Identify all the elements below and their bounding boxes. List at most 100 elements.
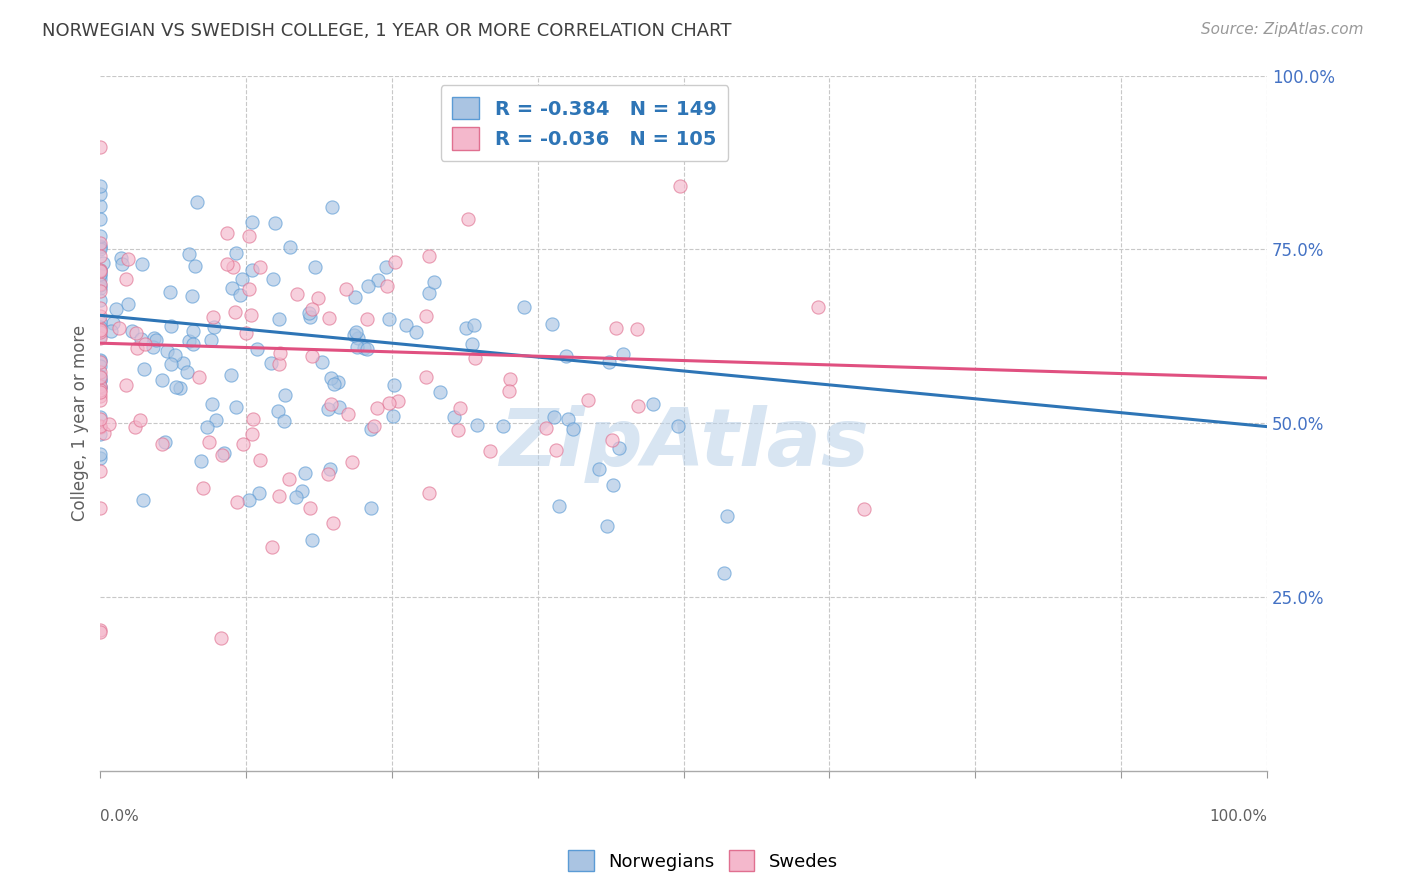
Point [285, 287, 308, 301]
Point [89, 623, 111, 637]
Point [89, 410, 111, 425]
Point [260, 540, 283, 554]
Text: Source: ZipAtlas.com: Source: ZipAtlas.com [1201, 22, 1364, 37]
Point [231, 271, 253, 285]
Point [89, 389, 111, 403]
Point [328, 400, 350, 414]
Point [548, 499, 571, 513]
Point [183, 259, 205, 273]
Point [127, 342, 149, 356]
Point [176, 365, 198, 379]
Point [242, 262, 264, 277]
Point [89, 326, 111, 340]
Point [278, 472, 301, 486]
Point [418, 249, 440, 263]
Point [238, 492, 260, 507]
Point [249, 453, 271, 467]
Point [598, 355, 620, 369]
Point [198, 434, 221, 449]
Point [498, 384, 520, 398]
Point [193, 481, 215, 495]
Point [307, 292, 329, 306]
Text: 100.0%: 100.0% [1209, 809, 1267, 824]
Point [229, 288, 252, 302]
Point [117, 297, 139, 311]
Point [447, 423, 470, 437]
Point [301, 302, 323, 317]
Point [316, 402, 339, 417]
Point [415, 370, 437, 384]
Point [115, 378, 138, 392]
Point [110, 251, 132, 265]
Point [131, 257, 153, 271]
Point [89, 329, 111, 343]
Point [215, 257, 238, 271]
Point [145, 334, 167, 348]
Point [153, 435, 176, 450]
Point [121, 324, 143, 338]
Point [384, 254, 406, 268]
Point [713, 566, 735, 580]
Point [181, 337, 204, 351]
Point [89, 284, 111, 298]
Point [627, 399, 650, 413]
Point [335, 282, 357, 296]
Point [246, 343, 269, 357]
Point [89, 380, 111, 394]
Point [187, 369, 209, 384]
Point [405, 325, 427, 339]
Point [202, 319, 225, 334]
Point [269, 312, 291, 326]
Point [360, 500, 382, 515]
Point [343, 290, 366, 304]
Point [132, 362, 155, 376]
Point [165, 380, 187, 394]
Point [89, 354, 111, 368]
Point [294, 466, 316, 480]
Point [89, 249, 111, 263]
Point [224, 304, 246, 318]
Point [89, 419, 111, 434]
Point [89, 331, 111, 345]
Point [89, 447, 111, 461]
Point [89, 393, 111, 408]
Point [479, 444, 502, 458]
Point [89, 240, 111, 254]
Point [240, 309, 263, 323]
Point [226, 495, 249, 509]
Point [360, 422, 382, 436]
Point [89, 211, 111, 226]
Point [93, 425, 115, 440]
Point [89, 268, 111, 282]
Point [89, 264, 111, 278]
Point [626, 322, 648, 336]
Point [221, 260, 243, 274]
Point [274, 387, 297, 401]
Point [299, 500, 322, 515]
Point [321, 397, 343, 411]
Point [322, 516, 344, 530]
Point [89, 301, 111, 316]
Point [89, 278, 111, 293]
Point [101, 317, 124, 331]
Point [247, 485, 270, 500]
Point [363, 419, 385, 434]
Point [89, 277, 111, 291]
Point [588, 462, 610, 476]
Point [240, 426, 263, 441]
Point [291, 483, 314, 498]
Text: ZipAtlas: ZipAtlas [499, 405, 869, 483]
Point [301, 533, 323, 548]
Point [89, 140, 111, 154]
Point [321, 200, 343, 214]
Point [212, 446, 235, 460]
Point [513, 300, 536, 314]
Point [366, 401, 388, 415]
Point [576, 392, 599, 407]
Point [464, 351, 486, 366]
Point [605, 320, 627, 334]
Point [344, 325, 367, 339]
Point [643, 396, 665, 410]
Point [267, 357, 290, 371]
Point [181, 324, 204, 338]
